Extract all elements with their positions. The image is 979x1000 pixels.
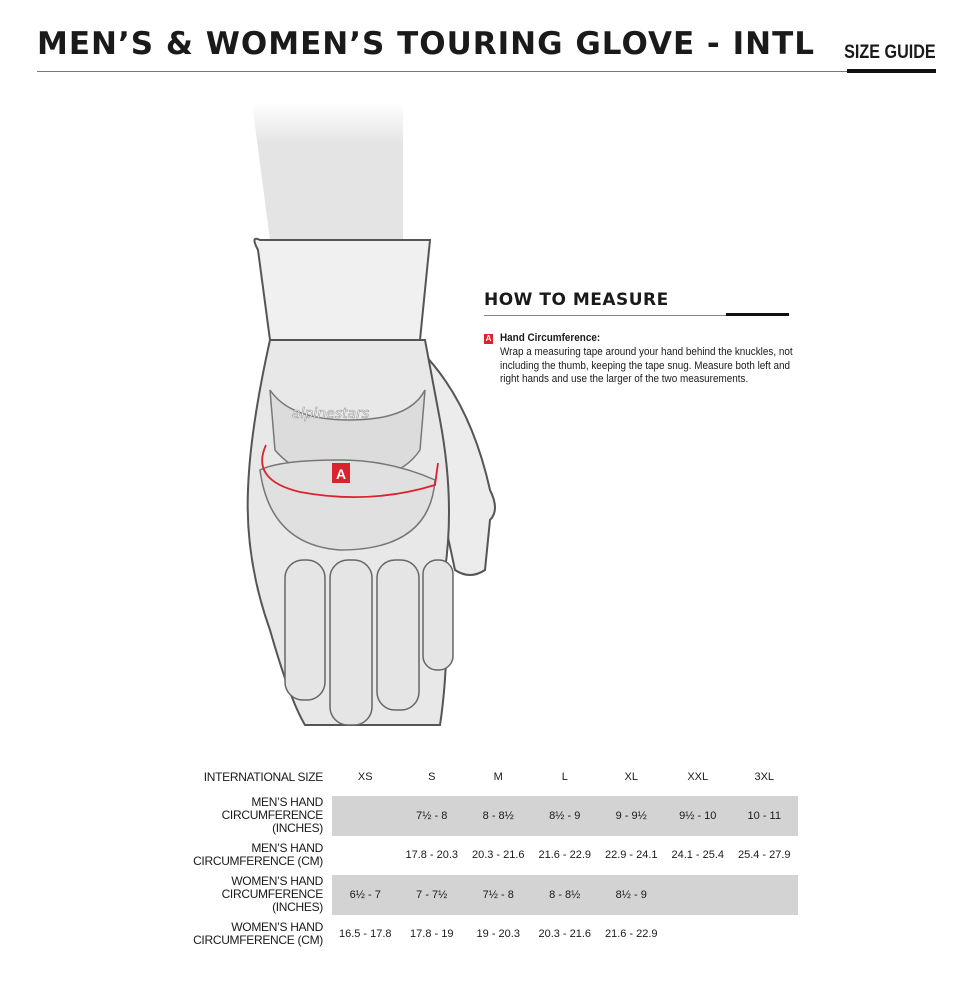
finger <box>376 559 420 711</box>
row-label: WOMEN’S HAND CIRCUMFERENCE (CM) <box>180 915 332 955</box>
table-cell <box>332 836 399 876</box>
section-label: SIZE GUIDE <box>844 42 936 63</box>
table-cell: 20.3 - 21.6 <box>538 928 592 941</box>
row-label-line: CIRCUMFERENCE (CM) <box>193 933 323 948</box>
row-label-line: WOMEN’S HAND <box>231 874 323 889</box>
forearm <box>252 103 403 240</box>
table-cell: 16.5 - 17.8 <box>338 928 392 941</box>
table-cell <box>665 915 732 955</box>
row-label: WOMEN’S HAND CIRCUMFERENCE (INCHES) <box>180 875 332 915</box>
measure-item-title: Hand Circumference: <box>500 332 601 344</box>
row-label-line: MEN’S HAND <box>251 841 323 856</box>
measure-marker: A <box>336 466 346 482</box>
header-divider <box>37 71 936 72</box>
size-header: M <box>493 771 503 783</box>
size-table: INTERNATIONAL SIZE XS S M L XL XXL 3XL MEN’S HAN… <box>180 758 798 954</box>
measure-tape <box>261 444 439 499</box>
table-cell: 8 - 8½ <box>531 875 598 915</box>
glove-cuff <box>253 237 432 341</box>
marker-badge: A <box>484 334 493 344</box>
table-cell: 25.4 - 27.9 <box>737 849 791 862</box>
size-header: XL <box>624 771 638 783</box>
size-header: L <box>561 771 568 783</box>
table-cell: 10 - 11 <box>731 796 798 836</box>
size-header: 3XL <box>754 771 775 783</box>
table-cell <box>731 875 798 915</box>
finger <box>284 559 326 701</box>
table-cell: 24.1 - 25.4 <box>671 849 725 862</box>
table-cell: 6½ - 7 <box>332 875 399 915</box>
table-cell: 17.8 - 19 <box>410 928 454 941</box>
table-cell: 21.6 - 22.9 <box>538 849 592 862</box>
table-cell: 8 - 8½ <box>465 796 532 836</box>
measure-item-text: Wrap a measuring tape around your hand b… <box>500 346 793 385</box>
table-cell: 22.9 - 24.1 <box>604 849 658 862</box>
size-header: XS <box>357 771 373 783</box>
row-label-line: WOMEN’S HAND <box>231 920 323 935</box>
how-to-measure-heading: HOW TO MEASURE <box>484 290 669 310</box>
size-header: S <box>428 771 436 783</box>
row-label-line: MEN’S HAND <box>251 795 323 810</box>
table-row: WOMEN’S HAND CIRCUMFERENCE (INCHES) 6½ - 7… <box>180 875 798 915</box>
table-cell <box>332 796 399 836</box>
row-label: MEN’S HAND CIRCUMFERENCE (CM) <box>180 836 332 876</box>
finger <box>329 559 373 726</box>
header-accent-bar <box>847 69 936 73</box>
row-label: MEN’S HAND CIRCUMFERENCE (INCHES) <box>180 796 332 836</box>
table-header-row: INTERNATIONAL SIZE XS S M L XL XXL 3XL <box>180 758 798 796</box>
table-cell: 9 - 9½ <box>598 796 665 836</box>
page-title: MEN’S & WOMEN’S TOURING GLOVE - INTL <box>37 26 815 62</box>
table-cell <box>664 875 731 915</box>
heading-accent-bar <box>726 313 789 316</box>
glove-illustration: alpinestars A <box>246 103 496 726</box>
table-cell: 21.6 - 22.9 <box>604 928 658 941</box>
svg-text:alpinestars: alpinestars <box>292 406 369 422</box>
row-label-line: CIRCUMFERENCE (INCHES) <box>221 887 324 915</box>
table-cell: 7 - 7½ <box>398 875 465 915</box>
heading-divider <box>484 315 789 316</box>
header-label: INTERNATIONAL SIZE <box>203 769 324 784</box>
row-label-line: CIRCUMFERENCE (CM) <box>193 854 323 869</box>
table-cell: 20.3 - 21.6 <box>471 849 525 862</box>
row-label-line: CIRCUMFERENCE (INCHES) <box>221 808 324 836</box>
table-cell: 7½ - 8 <box>465 875 532 915</box>
table-cell: 8½ - 9 <box>531 796 598 836</box>
table-row: MEN’S HAND CIRCUMFERENCE (CM) 17.8 - 20.3 2… <box>180 836 798 876</box>
finger <box>422 559 454 671</box>
table-cell: 7½ - 8 <box>398 796 465 836</box>
table-row: WOMEN’S HAND CIRCUMFERENCE (CM) 16.5 - 17.… <box>180 915 798 955</box>
table-cell: 19 - 20.3 <box>476 928 520 941</box>
table-cell: 9½ - 10 <box>664 796 731 836</box>
table-cell <box>731 915 798 955</box>
table-cell: 17.8 - 20.3 <box>405 849 459 862</box>
table-cell: 8½ - 9 <box>598 875 665 915</box>
size-header: XXL <box>687 771 709 783</box>
glove-thumb <box>418 347 496 576</box>
